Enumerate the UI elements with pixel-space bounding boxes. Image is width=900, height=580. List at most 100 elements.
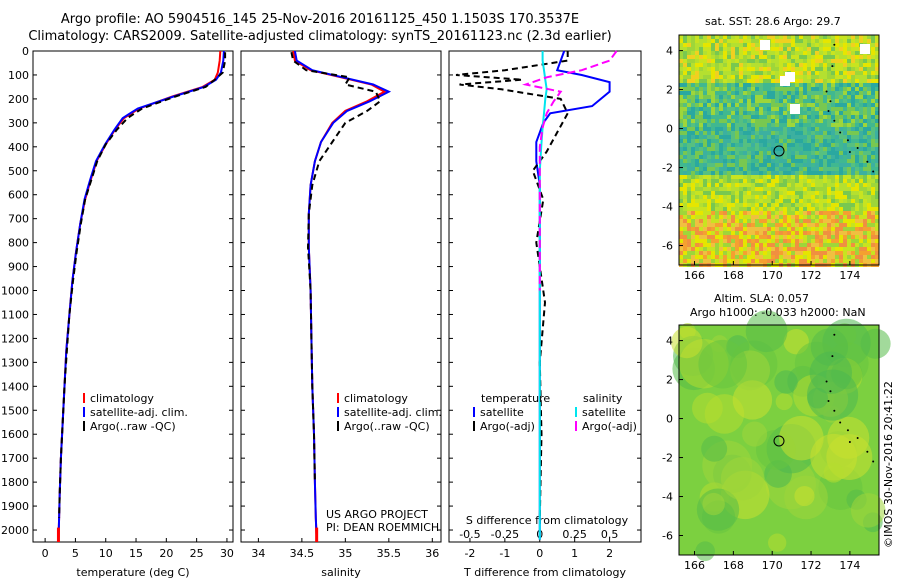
sst-cell xyxy=(855,147,859,151)
sst-cell xyxy=(695,115,699,119)
sst-cell xyxy=(819,163,823,167)
sst-cell xyxy=(791,123,795,127)
sst-cell xyxy=(759,91,763,95)
sst-cell xyxy=(851,187,855,191)
sst-cell xyxy=(807,239,811,243)
sst-cell xyxy=(743,87,747,91)
sst-cell xyxy=(795,71,799,75)
sst-cell xyxy=(851,39,855,43)
sst-cell xyxy=(827,175,831,179)
sst-cell xyxy=(751,171,755,175)
sst-cell xyxy=(751,123,755,127)
sst-cell xyxy=(703,203,707,207)
sst-cell xyxy=(823,127,827,131)
sst-cell xyxy=(787,67,791,71)
sst-cell xyxy=(763,67,767,71)
sst-cell xyxy=(763,251,767,255)
sst-cell xyxy=(799,115,803,119)
sst-cell xyxy=(687,247,691,251)
sst-cell xyxy=(839,247,843,251)
sst-cell xyxy=(695,87,699,91)
sst-cell xyxy=(855,215,859,219)
sst-cell xyxy=(751,47,755,51)
sst-cell xyxy=(739,223,743,227)
sst-cell xyxy=(687,159,691,163)
sst-cell xyxy=(855,103,859,107)
sst-cell xyxy=(755,259,759,263)
sst-cell xyxy=(823,91,827,95)
sst-cell xyxy=(783,39,787,43)
sst-cell xyxy=(855,203,859,207)
sst-cell xyxy=(787,215,791,219)
sla-blob xyxy=(774,370,798,394)
sst-cell xyxy=(843,187,847,191)
sst-cell xyxy=(859,63,863,67)
sst-cell xyxy=(823,223,827,227)
sst-cell xyxy=(819,183,823,187)
sst-cell xyxy=(775,39,779,43)
sst-cell xyxy=(755,87,759,91)
sst-cell xyxy=(679,199,683,203)
sst-cell xyxy=(863,187,867,191)
sst-cell xyxy=(799,167,803,171)
sla-map-x-tick-label: 172 xyxy=(801,559,822,572)
sst-cell xyxy=(807,127,811,131)
sst-cell xyxy=(803,59,807,63)
sst-cell xyxy=(799,179,803,183)
sst-cell xyxy=(783,231,787,235)
sst-cell xyxy=(859,167,863,171)
sst-cell xyxy=(727,59,731,63)
sst-cell xyxy=(687,163,691,167)
sst-cell xyxy=(843,175,847,179)
sst-cell xyxy=(683,183,687,187)
sst-cell xyxy=(847,131,851,135)
sst-cell xyxy=(727,191,731,195)
sst-cell xyxy=(799,39,803,43)
sst-cell xyxy=(695,59,699,63)
sst-cell xyxy=(851,123,855,127)
sst-cell xyxy=(843,55,847,59)
sst-cell xyxy=(771,203,775,207)
sal-x-tick-label: 34 xyxy=(251,547,265,560)
sst-cell xyxy=(731,143,735,147)
sst-cell xyxy=(727,211,731,215)
sst-cell xyxy=(859,247,863,251)
sst-cell xyxy=(731,235,735,239)
sst-cell xyxy=(867,135,871,139)
sst-cell xyxy=(839,231,843,235)
sst-map-title: sat. SST: 28.6 Argo: 29.7 xyxy=(705,15,841,28)
sst-cell xyxy=(775,71,779,75)
sst-cell xyxy=(807,151,811,155)
diff-series-sal-argo xyxy=(522,50,618,291)
sst-cell xyxy=(855,259,859,263)
sst-cell xyxy=(743,207,747,211)
sst-cell xyxy=(843,251,847,255)
sst-cell xyxy=(847,243,851,247)
sst-cell xyxy=(687,211,691,215)
sst-cell xyxy=(739,63,743,67)
sst-cell xyxy=(863,195,867,199)
sst-cell xyxy=(767,123,771,127)
sst-cell xyxy=(795,151,799,155)
sst-cell xyxy=(743,139,747,143)
sst-cell xyxy=(763,211,767,215)
sst-cell xyxy=(839,251,843,255)
sst-cell xyxy=(851,183,855,187)
sst-cell xyxy=(867,91,871,95)
sst-cell xyxy=(815,159,819,163)
sst-cell xyxy=(875,163,879,167)
sst-cell xyxy=(819,99,823,103)
sst-cell xyxy=(815,207,819,211)
sst-cell xyxy=(803,123,807,127)
sst-cell xyxy=(707,227,711,231)
sla-blob xyxy=(794,485,815,507)
sst-cell xyxy=(679,119,683,123)
sst-cell xyxy=(843,247,847,251)
sst-cell xyxy=(691,155,695,159)
sst-cell xyxy=(779,135,783,139)
sst-cell xyxy=(811,199,815,203)
sst-cell xyxy=(759,219,763,223)
sst-cell xyxy=(695,243,699,247)
sst-cell xyxy=(747,199,751,203)
sst-cell xyxy=(827,259,831,263)
